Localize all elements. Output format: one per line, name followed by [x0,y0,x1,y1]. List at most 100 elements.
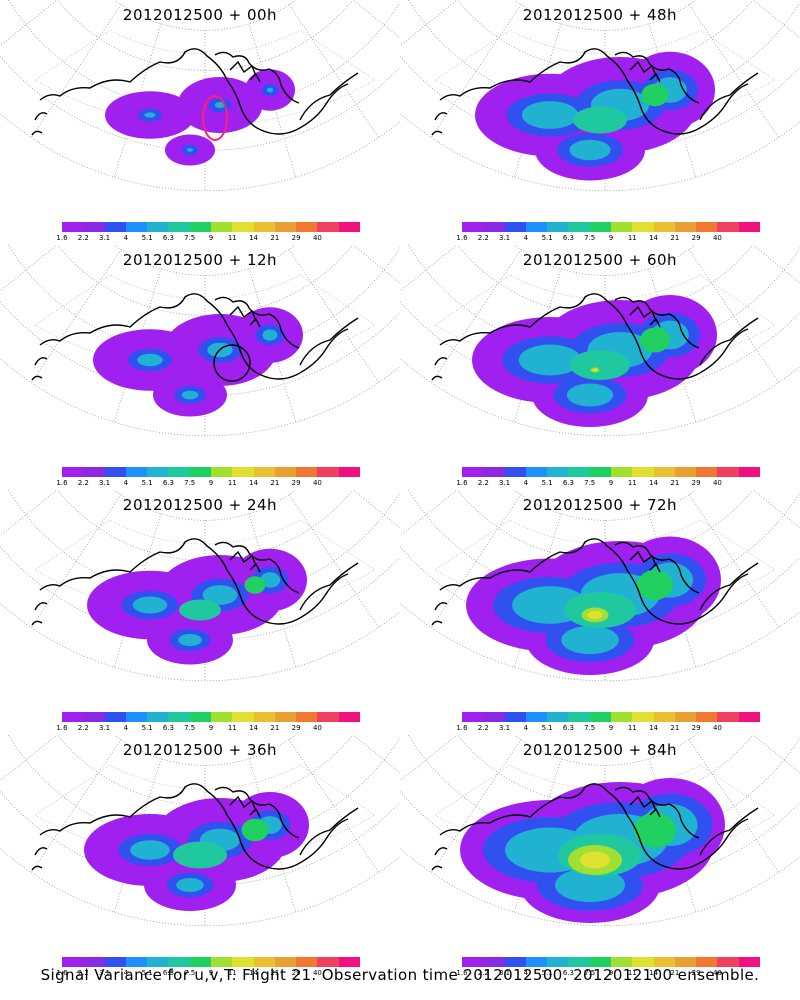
colorbar-tick-label: 5.1 [141,724,153,732]
colorbar-tick-label: 21 [670,724,680,732]
colorbar-tick-label: 21 [670,234,680,242]
colorbar-tick-label: 1.6 [456,234,468,242]
map-panel: 2012012500 + 72h 1.6 2.2 3.1 4 5.1 6.3 7.5 9 11 14… [400,490,800,735]
colorbar-swatch [589,467,611,477]
colorbar-tick-label: 2.2 [477,479,489,487]
colorbar-tick-label: 14 [249,479,259,487]
colorbar-swatch [525,712,548,722]
colorbar-swatch [653,957,675,967]
colorbar-swatch [462,222,484,232]
colorbar-tick-label: 5.1 [541,969,553,977]
colorbar-tick-label: 9 [208,724,214,732]
colorbar-swatch [717,467,739,477]
polar-map [400,490,800,682]
colorbar-swatch [462,712,484,722]
coastlines [31,293,359,381]
colorbar-tick-label: 1.6 [456,479,468,487]
colorbar-swatch [696,957,718,967]
colorbar-swatch [547,712,569,722]
colorbar-tick-label: 6.3 [562,479,574,487]
colorbar-tick-label: 2.2 [77,969,89,977]
colorbar-swatch [168,222,190,232]
colorbar-swatch [296,712,318,722]
colorbar-swatch [296,957,318,967]
colorbar-tick-label: 11 [227,479,237,487]
colorbar-swatch [738,712,760,722]
colorbar-tick-label: 40 [312,724,322,732]
colorbar-tick-label: 9 [608,969,614,977]
colorbar-tick-label: 1.6 [456,969,468,977]
colorbar-tick-label: 2.2 [77,234,89,242]
colorbar-swatch [338,467,360,477]
polar-map [400,0,800,192]
map-panel: 2012012500 + 48h 1.6 2.2 3.1 4 5.1 6.3 7.5 9 11 14… [400,0,800,245]
colorbar-ticks: 1.6 2.2 3.1 4 5.1 6.3 7.5 9 11 14 21 29 40 [56,479,360,489]
colorbar-swatch [274,467,297,477]
colorbar-swatch [632,712,654,722]
colorbar-tick-label: 2.2 [477,969,489,977]
colorbar-swatch [674,222,697,232]
colorbar-tick-label: 11 [627,724,637,732]
colorbar-tick-label: 2.2 [77,724,89,732]
colorbar-tick-label: 11 [627,234,637,242]
colorbar-tick-label: 3.1 [498,724,511,732]
colorbar-swatch [338,957,360,967]
panel-title: 2012012500 + 72h [522,496,678,514]
colorbar-swatch [232,467,254,477]
colorbar-tick-label: 4 [523,479,529,487]
polar-map [0,490,400,682]
panel-title: 2012012500 + 60h [522,251,678,269]
colorbar-swatch [317,467,339,477]
colorbar-tick-label: 7.5 [184,969,196,977]
colorbar-tick-label: 14 [249,234,259,242]
colorbar [62,222,360,232]
colorbar-tick-label: 5.1 [141,479,153,487]
colorbar-swatch [738,957,760,967]
map-panel: 2012012500 + 84h 1.6 2.2 3.1 4 5.1 6.3 7.5 9 11 14… [400,735,800,980]
colorbar-swatch [483,467,505,477]
colorbar-swatch [296,467,318,477]
colorbar-swatch [125,222,148,232]
colorbar-tick-label: 29 [691,479,701,487]
colorbar [62,467,360,477]
colorbar-swatch [483,712,505,722]
colorbar-swatch [632,957,654,967]
map-panel: 2012012500 + 60h 1.6 2.2 3.1 4 5.1 6.3 7.5 9 11 14… [400,245,800,490]
colorbar-tick-label: 6.3 [562,724,574,732]
colorbar-tick-label: 11 [627,969,637,977]
colorbar-tick-label: 14 [649,479,659,487]
colorbar-tick-label: 3.1 [498,969,511,977]
colorbar-swatch [696,712,718,722]
colorbar-swatch [147,467,169,477]
colorbar-ticks: 1.6 2.2 3.1 4 5.1 6.3 7.5 9 11 14 21 29 40 [456,234,760,244]
colorbar-swatch [504,712,526,722]
colorbar-ticks: 1.6 2.2 3.1 4 5.1 6.3 7.5 9 11 14 21 29 40 [56,234,360,244]
colorbar-swatch [632,222,654,232]
colorbar-tick-label: 7.5 [584,724,596,732]
figure-caption: Signal Variance for u,v,T. Flight 21. Ob… [40,966,760,984]
colorbar-tick-label: 11 [227,234,237,242]
coastlines [431,783,759,871]
colorbar-tick-label: 29 [691,969,701,977]
colorbar-tick-label: 5.1 [141,234,153,242]
colorbar-tick-label: 14 [649,724,659,732]
coastlines [31,538,359,626]
colorbar-ticks: 1.6 2.2 3.1 4 5.1 6.3 7.5 9 11 14 21 29 40 [456,969,760,979]
colorbar-tick-label: 4 [123,234,129,242]
colorbar-tick-label: 1.6 [56,479,68,487]
colorbar-tick-label: 6.3 [162,724,174,732]
colorbar-swatch [62,222,84,232]
colorbar-swatch [83,957,105,967]
colorbar-tick-label: 21 [270,479,280,487]
colorbar-tick-label: 9 [608,234,614,242]
polar-map [400,245,800,437]
highlight-ring [202,95,228,141]
colorbar [462,712,760,722]
colorbar-swatch [504,957,526,967]
colorbar-ticks: 1.6 2.2 3.1 4 5.1 6.3 7.5 9 11 14 21 29 40 [456,479,760,489]
colorbar-swatch [168,467,190,477]
colorbar-swatch [125,712,148,722]
colorbar-tick-label: 4 [123,479,129,487]
panel-title: 2012012500 + 48h [522,6,678,24]
colorbar-swatch [104,957,126,967]
